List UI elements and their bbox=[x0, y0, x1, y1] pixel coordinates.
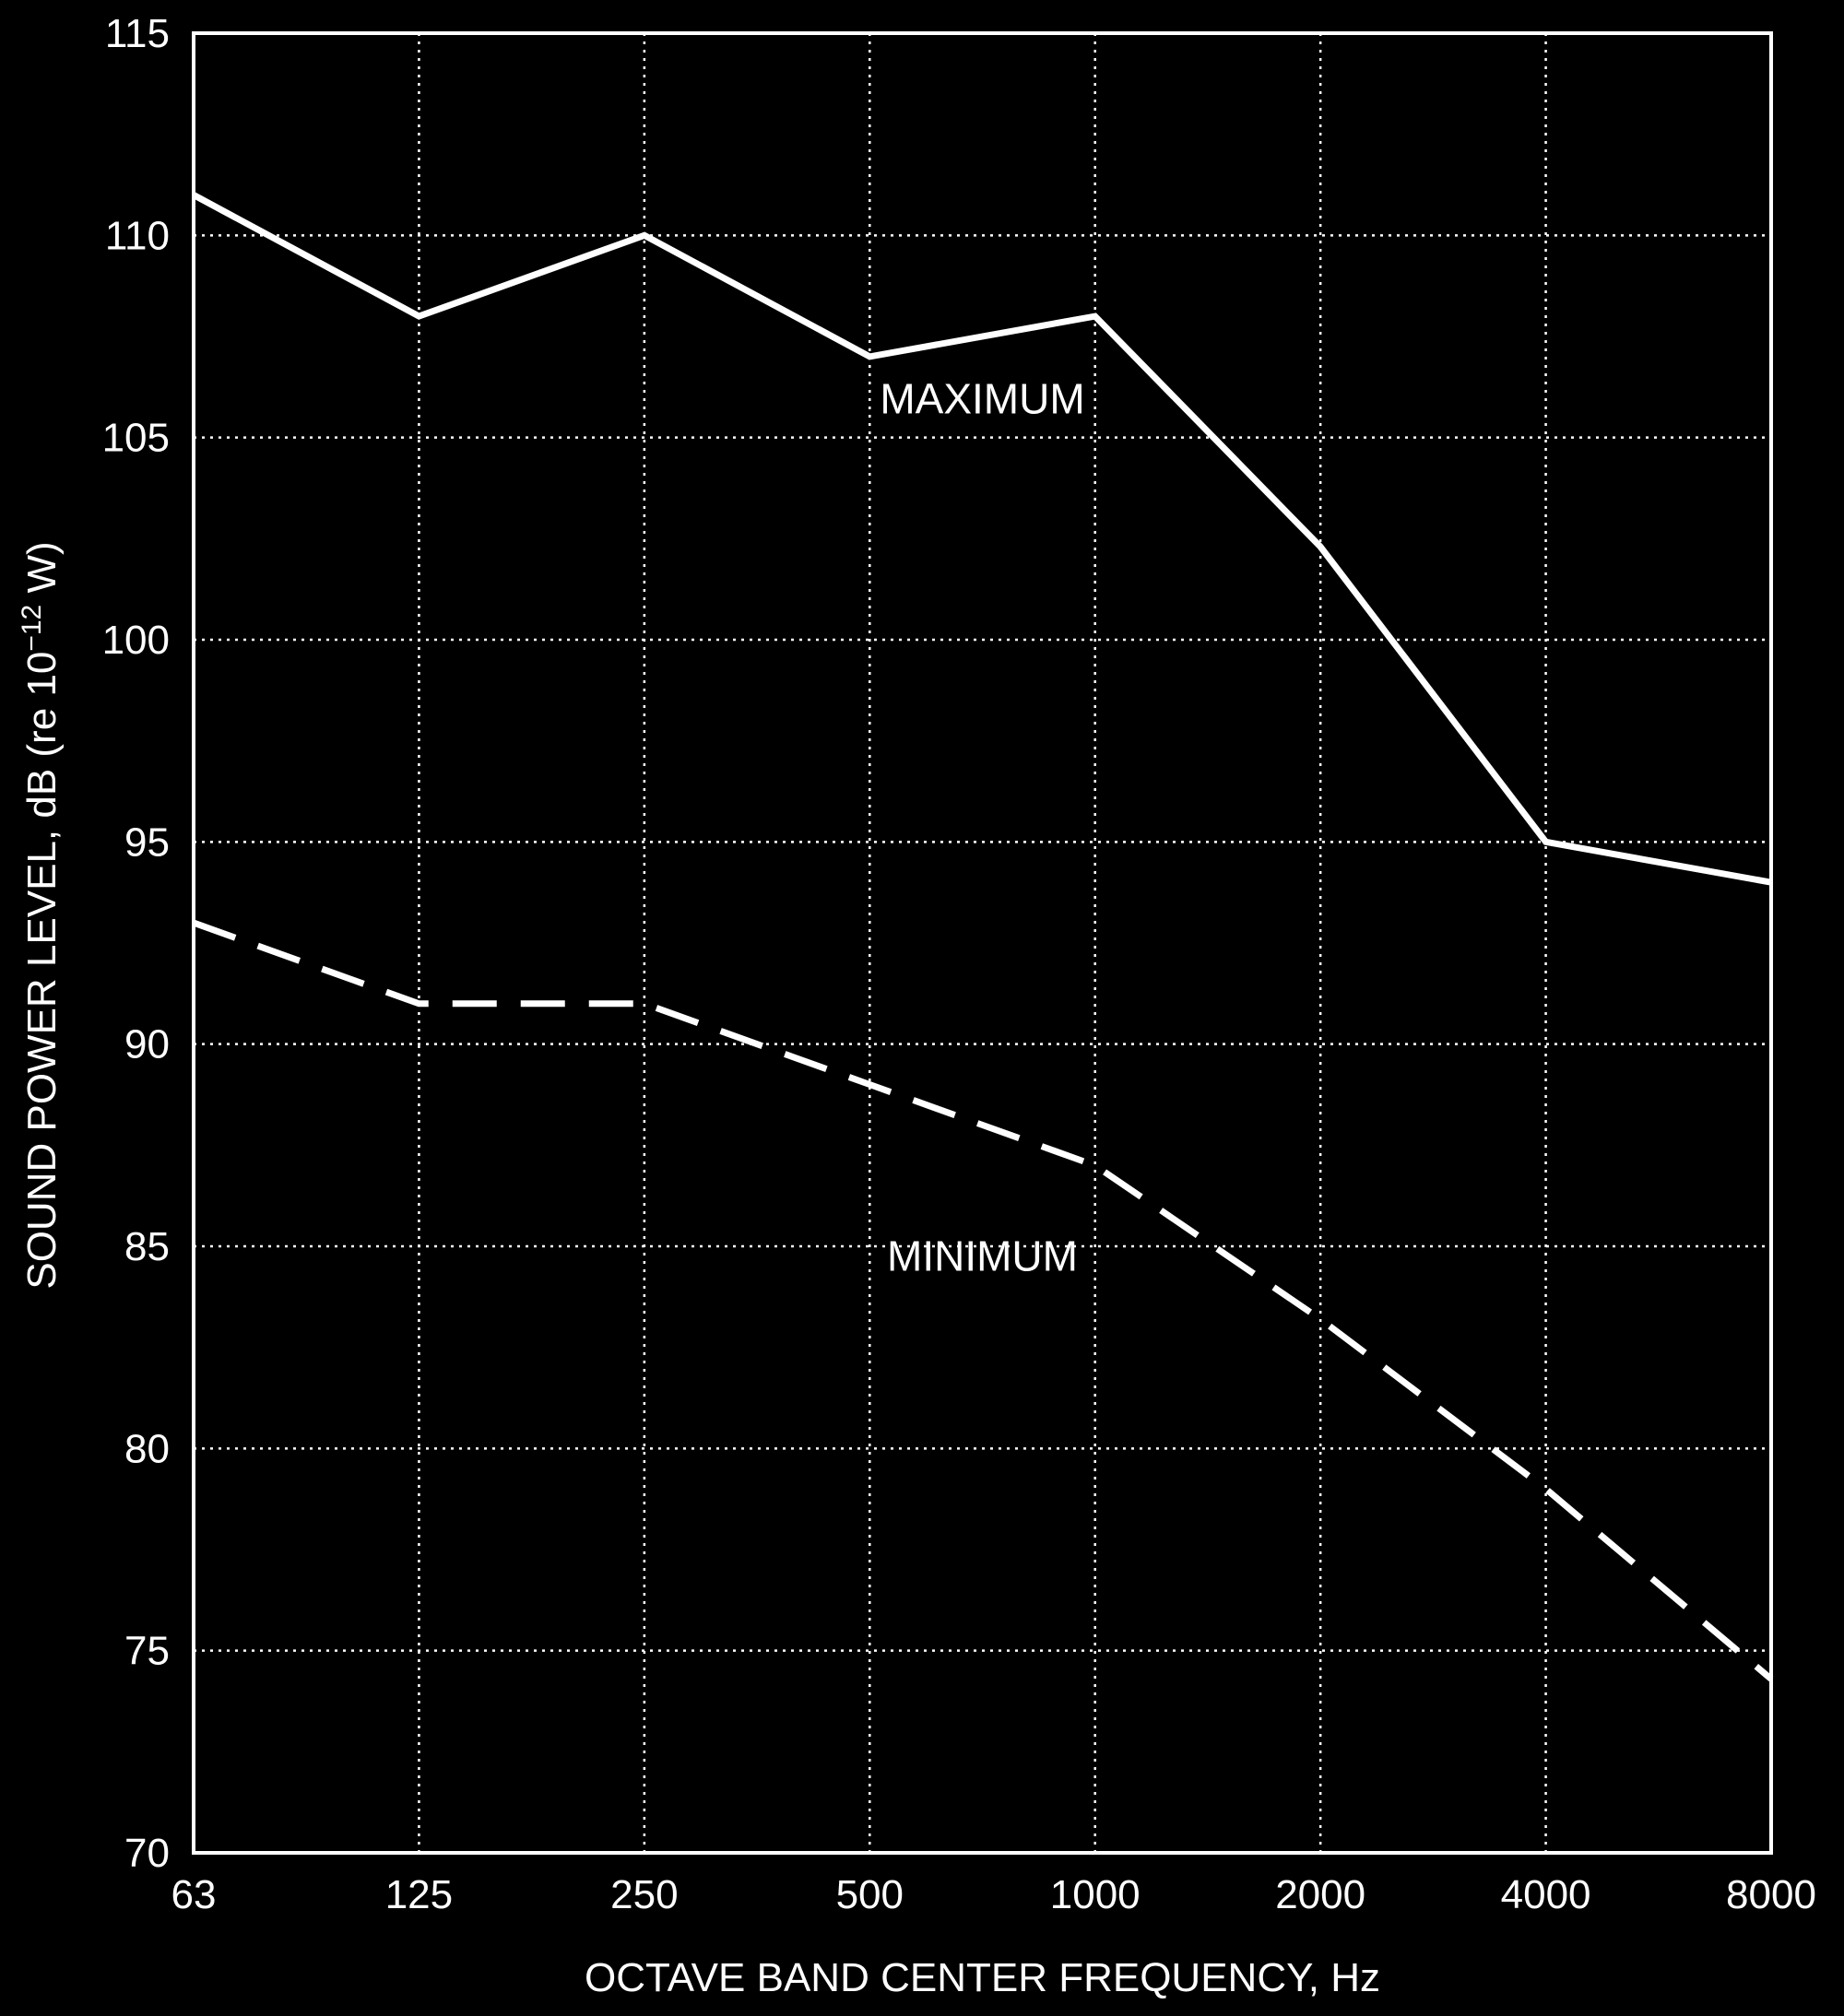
x-tick-label: 250 bbox=[610, 1872, 678, 1917]
y-tick-label: 80 bbox=[124, 1426, 170, 1471]
plot-frame bbox=[192, 31, 1773, 1855]
y-tick-label: 100 bbox=[102, 618, 170, 663]
x-axis-title: OCTAVE BAND CENTER FREQUENCY, Hz bbox=[585, 1955, 1380, 2000]
series-label-minimum: MINIMUM bbox=[887, 1232, 1078, 1279]
series-lines bbox=[192, 192, 1774, 1682]
y-axis-title-main: SOUND POWER LEVEL, dB (re 10 bbox=[19, 652, 65, 1290]
x-tick-label: 4000 bbox=[1501, 1872, 1591, 1917]
y-axis-title: SOUND POWER LEVEL, dB (re 10−12 W) bbox=[17, 541, 65, 1289]
x-tick-label: 2000 bbox=[1275, 1872, 1365, 1917]
series-label-maximum: MAXIMUM bbox=[880, 374, 1084, 422]
x-tick-label: 500 bbox=[836, 1872, 904, 1917]
y-tick-label: 110 bbox=[105, 213, 170, 258]
series-line-maximum bbox=[192, 192, 1772, 886]
grid bbox=[194, 33, 1771, 1853]
x-tick-label: 8000 bbox=[1726, 1872, 1816, 1917]
y-tick-label: 115 bbox=[105, 11, 170, 56]
y-tick-label: 70 bbox=[124, 1831, 170, 1876]
y-tick-label: 85 bbox=[124, 1224, 170, 1269]
series-line-minimum bbox=[192, 919, 1774, 1682]
y-axis-title-tail: W) bbox=[19, 541, 65, 604]
y-tick-label: 95 bbox=[124, 819, 170, 865]
y-axis-ticks: 70 75 80 85 90 95 100 105 110 115 bbox=[102, 11, 170, 1876]
y-tick-label: 90 bbox=[124, 1022, 170, 1067]
y-tick-label: 75 bbox=[124, 1629, 170, 1674]
x-tick-label: 1000 bbox=[1050, 1872, 1141, 1917]
x-tick-label: 63 bbox=[171, 1872, 217, 1917]
x-tick-label: 125 bbox=[385, 1872, 453, 1917]
series-labels: MAXIMUM MINIMUM bbox=[880, 374, 1084, 1279]
y-tick-label: 105 bbox=[102, 416, 170, 461]
x-axis-ticks: 63 125 250 500 1000 2000 4000 8000 bbox=[171, 1872, 1816, 1917]
y-axis-title-superscript: −12 bbox=[17, 605, 47, 652]
